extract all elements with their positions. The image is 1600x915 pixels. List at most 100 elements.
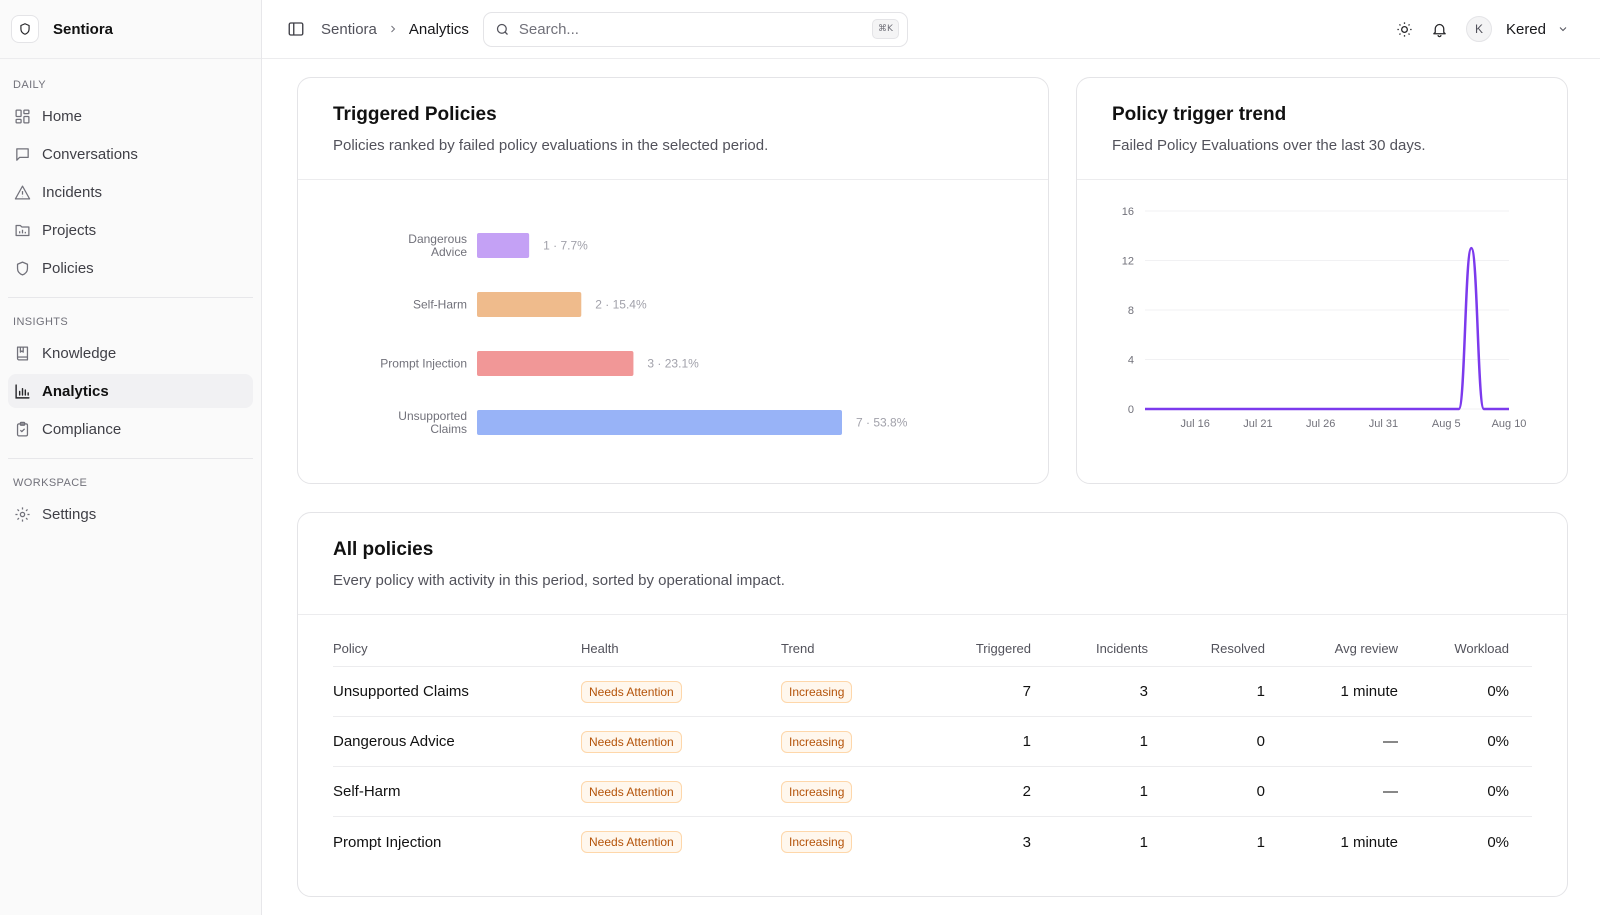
y-tick-label: 12 — [1122, 256, 1134, 268]
category-label: Dangerous — [408, 232, 467, 246]
card-body: Dangerous Advice 1 · 7.7% Self-Harm 2 · 15.4… — [298, 180, 1048, 487]
column-header-resolved[interactable]: Resolved — [1210, 641, 1265, 656]
bar-chart-icon — [13, 382, 31, 400]
avg-review: 1 minute — [1340, 683, 1398, 700]
search-input[interactable] — [518, 20, 872, 38]
sidebar-item-label: Policies — [42, 259, 94, 277]
table-row[interactable]: Self-Harm Needs Attention Increasing 2 1… — [333, 767, 1532, 817]
triggered-count: 2 — [1022, 783, 1031, 800]
health-badge: Needs Attention — [581, 831, 682, 853]
policy-name[interactable]: Self-Harm — [333, 783, 401, 800]
data-label: 2 · 15.4% — [595, 298, 647, 312]
table-row[interactable]: Unsupported Claims Needs Attention Incre… — [333, 667, 1532, 717]
sidebar-item-home[interactable]: Home — [8, 99, 253, 133]
message-icon — [13, 145, 31, 163]
sidebar-item-analytics[interactable]: Analytics — [8, 374, 253, 408]
shortcut-hint: ⌘K — [872, 19, 899, 39]
column-header-trend[interactable]: Trend — [781, 641, 815, 656]
divider — [8, 458, 253, 459]
alert-triangle-icon — [13, 183, 31, 201]
table-row[interactable]: Dangerous Advice Needs Attention Increas… — [333, 717, 1532, 767]
triggered-count: 3 — [1022, 833, 1031, 851]
policies-table: Policy Health Trend Triggered Incidents … — [333, 631, 1532, 867]
y-tick-label: 4 — [1128, 355, 1134, 367]
column-header-avg-review[interactable]: Avg review — [1334, 641, 1398, 656]
resolved-count: 0 — [1256, 783, 1265, 800]
card-header: Policy trigger trend Failed Policy Evalu… — [1077, 78, 1567, 180]
card-description: Failed Policy Evaluations over the last … — [1112, 137, 1426, 154]
resolved-count: 1 — [1256, 683, 1265, 700]
trend-badge: Increasing — [781, 780, 853, 803]
sidebar-item-label: Knowledge — [42, 344, 117, 362]
folder-icon — [13, 221, 31, 239]
category-label: Advice — [431, 245, 467, 259]
y-tick-label: 8 — [1128, 305, 1134, 317]
brand-name: Sentiora — [53, 20, 114, 38]
policy-name[interactable]: Prompt Injection — [333, 833, 442, 851]
card-description: Policies ranked by failed policy evaluat… — [333, 137, 769, 154]
sidebar-item-policies[interactable]: Policies — [8, 251, 253, 285]
sidebar-item-label: Settings — [42, 505, 97, 523]
divider — [8, 297, 253, 298]
workload: 0% — [1487, 683, 1509, 700]
search-icon — [495, 22, 510, 37]
column-header-policy[interactable]: Policy — [333, 641, 368, 656]
bell-icon[interactable] — [1428, 17, 1452, 41]
column-header-workload[interactable]: Workload — [1454, 641, 1509, 656]
all-policies-card: All policies Every policy with activity … — [297, 512, 1568, 897]
column-header-health[interactable]: Health — [581, 641, 619, 656]
x-tick-label: Jul 31 — [1369, 418, 1398, 430]
clipboard-check-icon — [13, 420, 31, 438]
workload: 0% — [1487, 733, 1509, 750]
chevron-right-icon — [387, 23, 399, 35]
policy-name[interactable]: Unsupported Claims — [333, 683, 469, 700]
theme-toggle-icon[interactable] — [1393, 17, 1417, 41]
workload: 0% — [1487, 833, 1509, 851]
user-menu[interactable]: K Kered — [1465, 16, 1569, 42]
nav-section-label: DAILY — [13, 79, 46, 91]
sidebar-item-settings[interactable]: Settings — [8, 497, 253, 531]
column-header-triggered[interactable]: Triggered — [975, 641, 1031, 656]
sidebar-toggle-icon[interactable] — [285, 18, 307, 40]
sidebar: Sentiora DAILY Home Conversations Incide… — [0, 0, 262, 915]
card-title: All policies — [333, 539, 434, 560]
x-tick-label: Aug 10 — [1492, 418, 1527, 430]
sidebar-item-knowledge[interactable]: Knowledge — [8, 336, 253, 370]
column-header-incidents[interactable]: Incidents — [1095, 641, 1148, 656]
triggered-count: 7 — [1022, 683, 1031, 700]
data-label: 3 · 23.1% — [647, 357, 699, 371]
sidebar-item-conversations[interactable]: Conversations — [8, 137, 253, 171]
incidents-count: 1 — [1139, 783, 1148, 800]
y-tick-label: 16 — [1122, 206, 1134, 218]
topbar-actions: K Kered — [1393, 0, 1600, 58]
topbar: Sentiora Analytics ⌘K K Kered — [262, 0, 1600, 59]
bar — [477, 233, 530, 258]
workload: 0% — [1487, 783, 1509, 800]
sidebar-item-projects[interactable]: Projects — [8, 213, 253, 247]
shield-icon — [13, 259, 31, 277]
card-body: 0 4 8 12 16 Jul 16 Jul 21 Jul 26 Jul 31 Aug 5 Aug … — [1077, 180, 1567, 487]
x-tick-label: Jul 21 — [1243, 418, 1272, 430]
policy-trend-card: Policy trigger trend Failed Policy Evalu… — [1076, 77, 1568, 484]
trend-badge: Increasing — [781, 680, 853, 703]
sidebar-item-incidents[interactable]: Incidents — [8, 175, 253, 209]
sidebar-item-compliance[interactable]: Compliance — [8, 412, 253, 446]
bar — [477, 292, 582, 317]
resolved-count: 1 — [1256, 833, 1265, 851]
resolved-count: 0 — [1256, 733, 1265, 750]
table-row[interactable]: Prompt Injection Needs Attention Increas… — [333, 817, 1532, 867]
triggered-policies-card: Triggered Policies Policies ranked by fa… — [297, 77, 1049, 484]
x-tick-label: Aug 5 — [1432, 418, 1461, 430]
trend-badge: Increasing — [781, 831, 853, 853]
nav-section-daily: DAILY Home Conversations Incidents Proje… — [0, 75, 261, 285]
brand[interactable]: Sentiora — [0, 0, 261, 59]
search-box[interactable]: ⌘K — [482, 11, 908, 47]
book-icon — [13, 344, 31, 362]
card-description: Every policy with activity in this perio… — [333, 572, 785, 589]
breadcrumb-parent[interactable]: Sentiora — [321, 20, 377, 38]
category-label: Claims — [430, 422, 467, 436]
policy-name[interactable]: Dangerous Advice — [333, 733, 455, 750]
incidents-count: 1 — [1139, 733, 1148, 750]
trend-line — [1144, 246, 1509, 411]
gear-icon — [13, 505, 31, 523]
